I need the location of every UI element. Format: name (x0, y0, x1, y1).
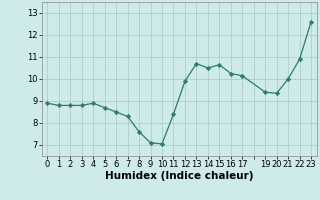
X-axis label: Humidex (Indice chaleur): Humidex (Indice chaleur) (105, 171, 253, 181)
